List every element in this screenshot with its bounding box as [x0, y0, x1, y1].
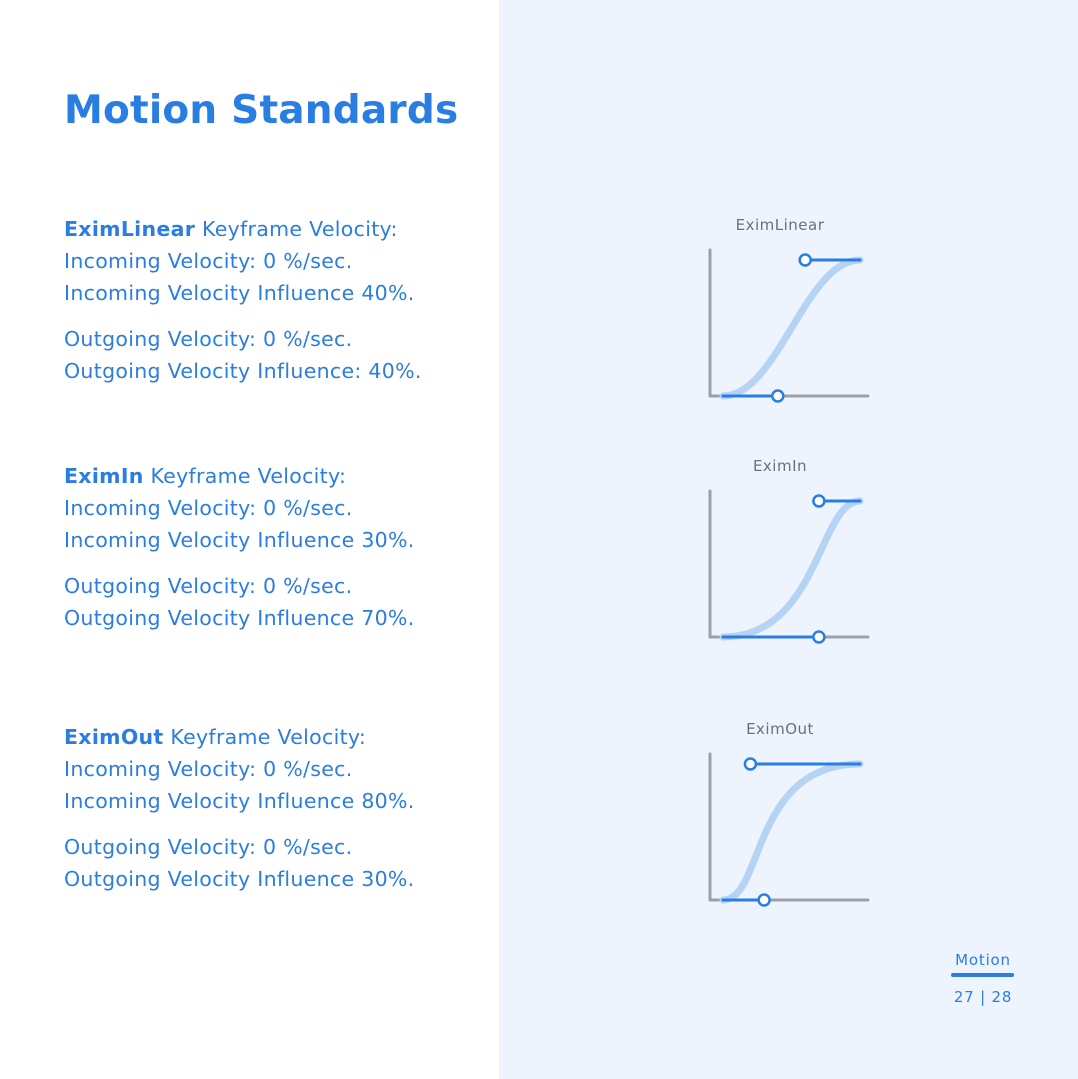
section-heading: EximLinear Keyframe Velocity:	[64, 213, 484, 245]
outgoing-influence: Outgoing Velocity Influence 70%.	[64, 606, 415, 630]
outgoing-handle-point	[771, 389, 785, 403]
outgoing-handle-point	[812, 630, 826, 644]
easing-curve	[719, 497, 864, 641]
section-heading-suffix: Keyframe Velocity:	[195, 217, 398, 241]
incoming-velocity: Incoming Velocity: 0 %/sec.	[64, 496, 353, 520]
graph-title: EximLinear	[735, 216, 825, 234]
outgoing-velocity: Outgoing Velocity: 0 %/sec.	[64, 327, 353, 351]
section-exim-out: EximOut Keyframe Velocity: Incoming Velo…	[64, 721, 484, 895]
footer-section-label: Motion	[955, 951, 1011, 969]
section-exim-linear: EximLinear Keyframe Velocity: Incoming V…	[64, 213, 484, 387]
easing-graph-exim-out: EximOut	[690, 718, 890, 908]
section-heading: EximIn Keyframe Velocity:	[64, 460, 484, 492]
incoming-handle-point	[743, 757, 758, 771]
section-heading-suffix: Keyframe Velocity:	[143, 464, 347, 488]
page-number: 27 | 28	[953, 988, 1013, 1006]
graph-title: EximIn	[752, 457, 808, 475]
easing-curve	[719, 256, 864, 400]
section-heading-suffix: Keyframe Velocity:	[163, 725, 367, 749]
incoming-influence: Incoming Velocity Influence 30%.	[64, 528, 415, 552]
footer-underline	[951, 973, 1014, 977]
easing-curve-graph	[708, 752, 870, 907]
incoming-velocity: Incoming Velocity: 0 %/sec.	[64, 249, 353, 273]
page-title: Motion Standards	[64, 88, 459, 133]
section-exim-in: EximIn Keyframe Velocity: Incoming Veloc…	[64, 460, 484, 634]
outgoing-influence: Outgoing Velocity Influence 30%.	[64, 867, 415, 891]
incoming-handle-point	[812, 494, 826, 508]
outgoing-influence: Outgoing Velocity Influence: 40%.	[64, 359, 422, 383]
easing-graph-exim-in: EximIn	[690, 455, 890, 645]
outgoing-handle-point	[757, 893, 771, 907]
easing-curve	[719, 760, 864, 904]
incoming-handle-point	[798, 253, 812, 267]
easing-curve-graph	[708, 248, 870, 403]
easing-curve-graph	[708, 489, 870, 644]
incoming-velocity: Incoming Velocity: 0 %/sec.	[64, 757, 353, 781]
section-name: EximIn	[64, 464, 144, 488]
incoming-influence: Incoming Velocity Influence 80%.	[64, 789, 415, 813]
outgoing-velocity: Outgoing Velocity: 0 %/sec.	[64, 574, 353, 598]
incoming-influence: Incoming Velocity Influence 40%.	[64, 281, 415, 305]
easing-graph-exim-linear: EximLinear	[690, 214, 890, 404]
section-name: EximLinear	[64, 217, 196, 241]
section-name: EximOut	[64, 725, 164, 749]
graph-title: EximOut	[746, 720, 814, 738]
section-heading: EximOut Keyframe Velocity:	[64, 721, 484, 753]
outgoing-velocity: Outgoing Velocity: 0 %/sec.	[64, 835, 353, 859]
